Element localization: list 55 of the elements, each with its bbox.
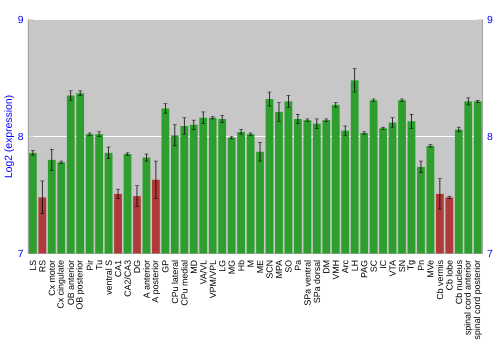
x-tick-label: GP xyxy=(162,260,169,272)
x-tick-label: LG xyxy=(219,260,226,271)
x-tick-label: SPa dorsal xyxy=(314,260,320,303)
x-tick-label: SC xyxy=(370,260,377,272)
x-tick-label: SN xyxy=(398,260,406,272)
x-tick-label: Cx motor xyxy=(48,260,55,296)
x-tick-label: IC xyxy=(380,260,386,268)
y2-tick-label: 8 xyxy=(488,132,492,140)
x-tick-label: VPM/VPL xyxy=(209,260,216,298)
x-tick-label: ME xyxy=(256,260,264,272)
x-tick-label: Tg xyxy=(408,260,416,270)
y-axis-title: Log2 (expression) xyxy=(4,95,14,178)
x-tick-label: CPu medial xyxy=(181,260,188,306)
x-tick-label: VMH xyxy=(332,260,339,280)
x-tick-label: LH xyxy=(352,260,358,270)
x-tick-label: Cb lobe xyxy=(446,260,453,290)
x-tick-label: Cb vermis xyxy=(436,260,444,300)
x-tick-label: Pa xyxy=(294,260,301,270)
x-tick-label: MVe xyxy=(427,260,434,277)
x-tick-label: CPu lateral xyxy=(172,260,178,304)
x-tick-label: CA1 xyxy=(114,260,122,277)
x-tick-label: A posterior xyxy=(152,260,160,303)
x-tick-label: OB posterior xyxy=(76,260,84,310)
x-tick-label: M xyxy=(248,260,254,266)
x-tick-label: Cb nucleus xyxy=(456,260,462,304)
x-tick-label: A anterior xyxy=(143,260,150,298)
x-tick-label: VA/VL xyxy=(200,260,206,284)
x-tick-label: OB anterior xyxy=(67,260,74,305)
x-tick-label: Cx cingulate xyxy=(57,260,66,308)
x-tick-label: SPa ventral xyxy=(304,260,311,306)
x-tick-label: spinal cord anterior xyxy=(464,260,472,335)
x-tick-label: spinal cord posterior xyxy=(474,260,482,340)
y2-tick-label: 9 xyxy=(488,16,492,24)
x-tick-label: SO xyxy=(285,260,292,272)
x-tick-label: MPA xyxy=(276,260,282,278)
y2-tick-label: 7 xyxy=(488,250,492,257)
x-tick-label: VTA xyxy=(389,260,396,276)
x-tick-label: RS xyxy=(39,260,46,272)
x-tick-label: CA2/CA3 xyxy=(124,260,131,296)
x-tick-label: MG xyxy=(228,260,235,274)
x-tick-label: LS xyxy=(30,260,36,270)
x-tick-label: ventral S xyxy=(105,260,112,295)
y-tick-label: 9 xyxy=(18,16,24,24)
x-tick-label: PAG xyxy=(361,260,368,278)
y-tick-label: 7 xyxy=(18,250,24,257)
x-tick-label: Pir xyxy=(86,260,93,270)
x-tick-label: MD xyxy=(190,260,197,273)
y-tick-label: 8 xyxy=(18,132,24,140)
x-tick-label: Hb xyxy=(238,260,244,270)
x-tick-label: Pn xyxy=(418,260,424,270)
x-tick-label: DM xyxy=(323,260,330,273)
x-tick-label: Tu xyxy=(96,260,102,270)
x-tick-label: SCN xyxy=(266,260,273,278)
x-tick-label: Arc xyxy=(342,260,348,274)
x-tick-label: DG xyxy=(134,260,140,272)
